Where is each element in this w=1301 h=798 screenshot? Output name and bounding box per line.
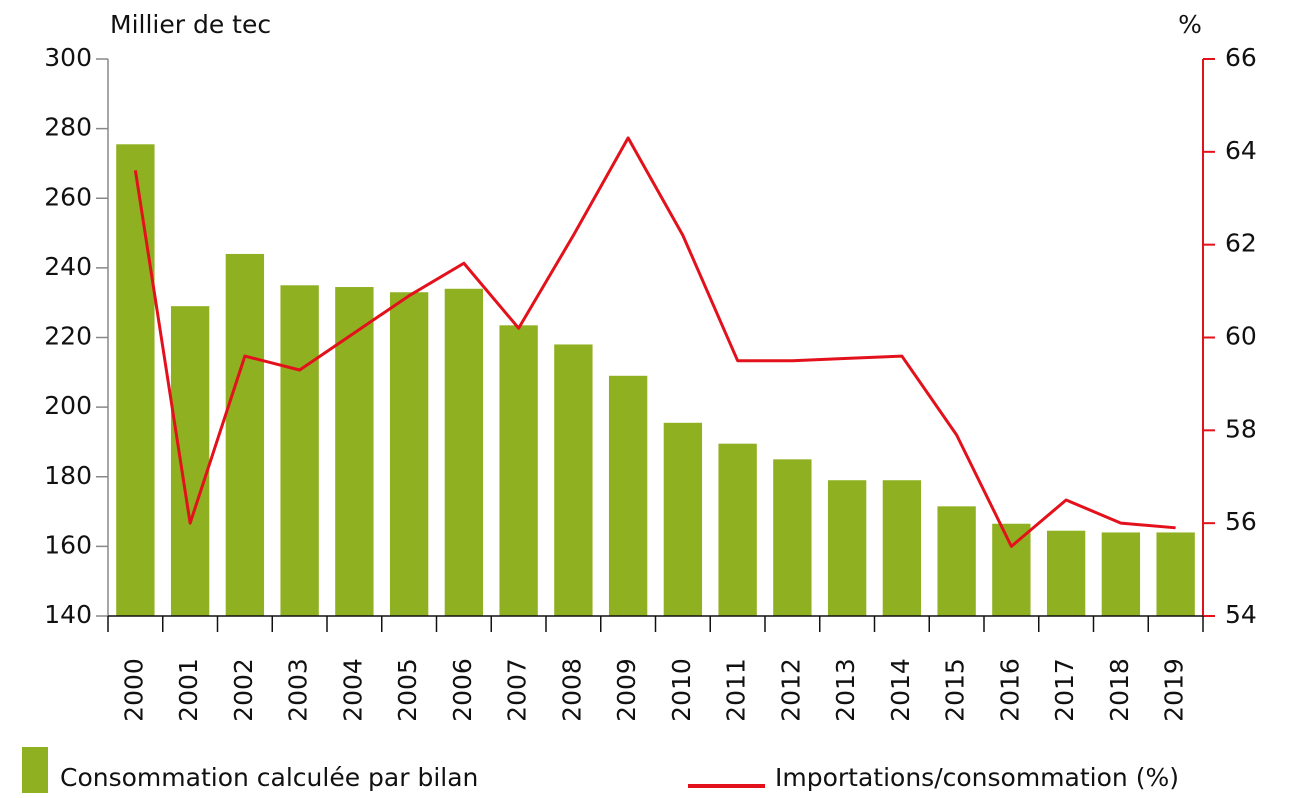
bar [1156, 532, 1195, 616]
x-tick-label: 2019 [1160, 658, 1189, 722]
y-tick-label: 280 [44, 113, 92, 142]
bar [718, 443, 757, 616]
bar [1101, 532, 1141, 616]
bar [116, 144, 155, 616]
bar [499, 325, 538, 616]
y2-tick-label: 64 [1225, 136, 1257, 165]
y-tick-label: 180 [44, 461, 92, 490]
bar [389, 292, 429, 616]
y2-tick-label: 62 [1225, 229, 1257, 258]
legend-label: Consommation calculée par bilan [60, 763, 478, 792]
x-tick-label: 2006 [448, 658, 477, 722]
bar [992, 523, 1031, 616]
bar [773, 459, 812, 616]
x-tick-label: 2014 [886, 658, 915, 722]
x-tick-label: 2016 [995, 658, 1024, 722]
bar [335, 287, 374, 616]
x-tick-label: 2001 [174, 658, 203, 722]
y-tick-label: 200 [44, 391, 92, 420]
bar [1046, 530, 1086, 616]
bar [608, 375, 648, 616]
y-tick-label: 260 [44, 182, 92, 211]
bar [170, 306, 210, 616]
bar [280, 285, 319, 616]
y2-tick-label: 56 [1225, 507, 1257, 536]
x-tick-label: 2002 [229, 658, 258, 722]
x-tick-label: 2000 [119, 658, 148, 722]
x-tick-label: 2011 [722, 658, 751, 722]
y2-tick-label: 54 [1225, 600, 1257, 629]
x-tick-label: 2018 [1105, 658, 1134, 722]
x-tick-label: 2017 [1050, 658, 1079, 722]
y2-tick-label: 58 [1225, 414, 1257, 443]
bar [827, 480, 867, 616]
bar [444, 288, 484, 616]
x-tick-label: 2007 [503, 658, 532, 722]
y-axis-label: Millier de tec [110, 10, 271, 39]
y-tick-label: 220 [44, 322, 92, 351]
x-tick-label: 2004 [338, 658, 367, 722]
x-tick-label: 2015 [941, 658, 970, 722]
x-tick-label: 2012 [776, 658, 805, 722]
line [133, 136, 1176, 548]
x-tick-label: 2010 [667, 658, 696, 722]
y-tick-label: 240 [44, 252, 92, 281]
legend-swatch [22, 747, 48, 793]
y2-tick-label: 66 [1225, 43, 1257, 72]
y-tick-label: 160 [44, 530, 92, 559]
bar [937, 506, 976, 616]
y2-tick-label: 60 [1225, 322, 1257, 351]
x-tick-label: 2008 [557, 658, 586, 722]
bar [882, 480, 922, 616]
x-tick-label: 2009 [612, 658, 641, 722]
x-tick-label: 2005 [393, 658, 422, 722]
y-tick-label: 300 [44, 43, 92, 72]
bar [663, 422, 703, 616]
bar [554, 344, 593, 616]
y2-axis-label: % [1178, 10, 1202, 39]
bar [225, 253, 265, 616]
legend-label: Importations/consommation (%) [775, 763, 1179, 792]
x-tick-label: 2003 [284, 658, 313, 722]
x-tick-label: 2013 [831, 658, 860, 722]
y-tick-label: 140 [44, 600, 92, 629]
